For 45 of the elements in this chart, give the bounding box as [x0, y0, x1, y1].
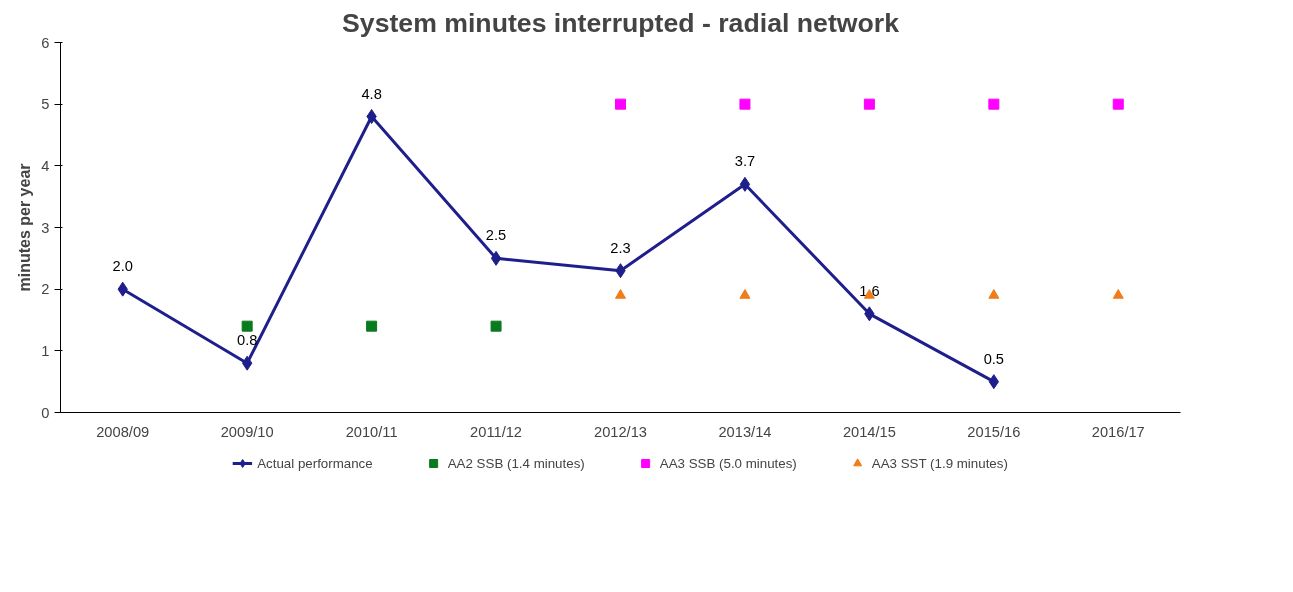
point	[988, 289, 1000, 299]
x-tick-label: 2014/15	[842, 423, 896, 440]
y-tick-label: 0	[41, 404, 50, 421]
x-tick-label: 2009/10	[220, 423, 274, 440]
point	[988, 98, 1000, 110]
point	[490, 320, 502, 332]
point	[615, 98, 626, 110]
legend-label: Actual performance	[257, 455, 373, 471]
point	[366, 109, 377, 124]
y-axis-title: minutes per year	[16, 163, 34, 292]
x-tick-label: 2012/13	[594, 423, 647, 440]
point	[1112, 289, 1124, 299]
y-tick-label: 5	[41, 96, 50, 113]
point	[615, 289, 626, 299]
y-tick-label: 2	[41, 281, 50, 298]
point	[739, 98, 751, 110]
point	[863, 98, 875, 110]
point	[241, 320, 253, 332]
y-tick-label: 6	[41, 34, 50, 51]
point	[1112, 98, 1124, 110]
legend-label: AA2 SSB (1.4 minutes)	[447, 455, 585, 471]
x-tick-label: 2008/09	[96, 423, 150, 440]
data-label: 2.3	[610, 239, 631, 256]
x-tick-label: 2013/14	[718, 423, 772, 440]
data-label: 4.8	[361, 85, 382, 102]
chart-title: System minutes interrupted - radial network	[342, 7, 900, 38]
legend-label: AA3 SST (1.9 minutes)	[871, 455, 1008, 471]
x-tick-label: 2011/12	[470, 423, 522, 440]
data-label: 0.8	[236, 332, 258, 349]
data-label: 0.5	[983, 350, 1005, 367]
y-tick-label: 4	[41, 157, 50, 174]
x-tick-label: 2010/11	[345, 423, 398, 440]
legend-label: AA3 SSB (5.0 minutes)	[659, 455, 797, 471]
data-label: 3.7	[734, 153, 756, 170]
y-tick-label: 3	[41, 219, 50, 236]
point	[490, 250, 502, 266]
data-label: 1.6	[859, 282, 880, 299]
data-label: 2.0	[112, 258, 133, 275]
point	[739, 289, 751, 299]
data-label: 2.5	[485, 227, 507, 244]
point	[739, 176, 751, 192]
point	[366, 320, 378, 332]
x-tick-label: 2016/17	[1091, 423, 1145, 440]
y-tick-label: 1	[41, 342, 50, 359]
x-tick-label: 2015/16	[967, 423, 1021, 440]
